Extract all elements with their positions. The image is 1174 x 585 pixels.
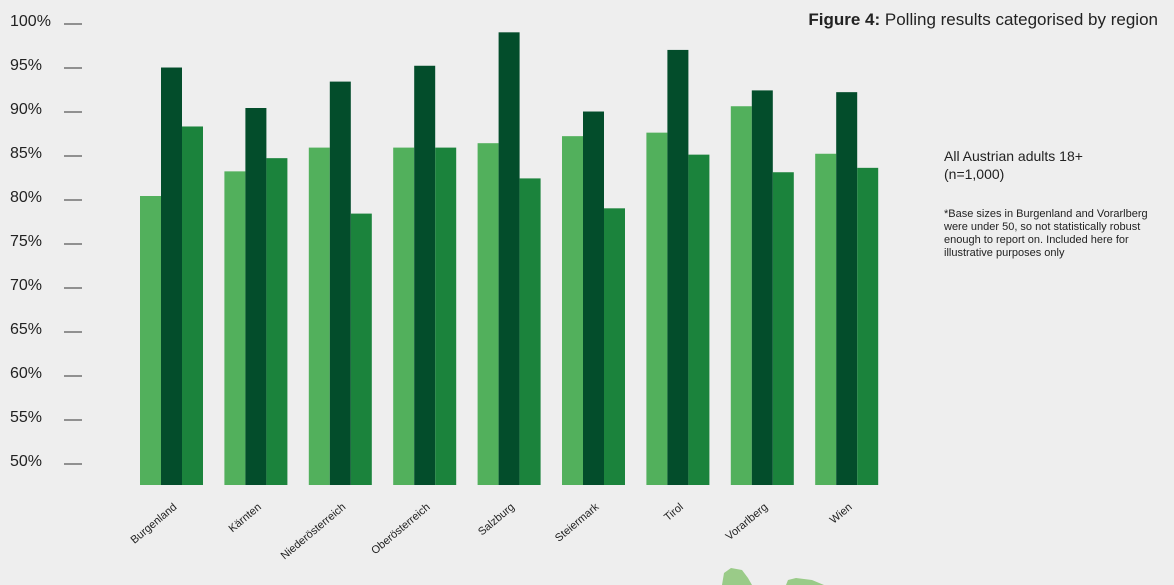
bar	[772, 172, 794, 486]
bar	[140, 196, 161, 485]
bar	[435, 147, 457, 485]
x-tick-label: Wien	[828, 501, 855, 526]
bar	[751, 90, 773, 486]
bar	[562, 136, 583, 485]
base-size-footnote: *Base sizes in Burgenland and Vorarlberg…	[944, 208, 1148, 259]
x-tick-label: Niederösterreich	[279, 501, 349, 562]
bar	[393, 147, 415, 485]
y-axis: 100% 95% 90% 85% 80% 75% 70% 65% 60% 55% 50%	[10, 13, 82, 470]
bars	[140, 32, 879, 486]
bar	[836, 92, 858, 485]
x-tick-label: Oberösterreich	[369, 501, 432, 557]
x-tick-label: Salzburg	[476, 501, 517, 538]
bar	[329, 81, 351, 485]
y-tick-label: 80%	[10, 189, 42, 206]
bar	[308, 147, 330, 485]
bar	[498, 32, 520, 485]
chart-title: Figure 4: Polling results categorised by…	[808, 10, 1158, 30]
y-tick-label: 90%	[10, 101, 42, 118]
bar	[477, 143, 499, 485]
sample-note: All Austrian adults 18+ (n=1,000)	[944, 148, 1083, 182]
figure-title: Polling results categorised by region	[884, 10, 1158, 29]
y-tick-label: 85%	[10, 145, 42, 162]
bar	[583, 111, 604, 486]
bar	[688, 154, 710, 485]
y-tick-label: 65%	[10, 321, 42, 338]
y-tick-label: 50%	[10, 453, 42, 470]
bar	[667, 49, 689, 486]
y-tick-label: 75%	[10, 233, 42, 250]
bar	[245, 108, 267, 485]
y-tick-label: 95%	[10, 57, 42, 74]
x-axis: Burgenland Kärnten Niederösterreich Oberöst…	[129, 501, 855, 562]
bar	[730, 106, 752, 486]
x-tick-label: Burgenland	[129, 501, 180, 546]
x-tick-label: Steiermark	[553, 501, 602, 545]
bar	[350, 213, 372, 485]
y-tick-label: 60%	[10, 365, 42, 382]
bar	[646, 132, 668, 485]
bar	[266, 158, 288, 485]
map-blob	[722, 568, 824, 585]
x-tick-label: Tirol	[662, 501, 686, 524]
bar	[857, 167, 879, 485]
x-tick-label: Kärnten	[227, 501, 264, 535]
bar	[519, 178, 541, 485]
y-tick-label: 55%	[10, 409, 42, 426]
bar	[414, 65, 436, 485]
figure-label: Figure 4:	[808, 10, 881, 29]
x-tick-label: Vorarlberg	[724, 501, 771, 543]
bar	[161, 67, 182, 486]
bar	[182, 126, 203, 485]
bar	[224, 171, 246, 486]
bar	[815, 153, 837, 485]
y-tick-label: 70%	[10, 277, 42, 294]
y-tick-label: 100%	[10, 13, 51, 30]
bar	[604, 208, 625, 485]
